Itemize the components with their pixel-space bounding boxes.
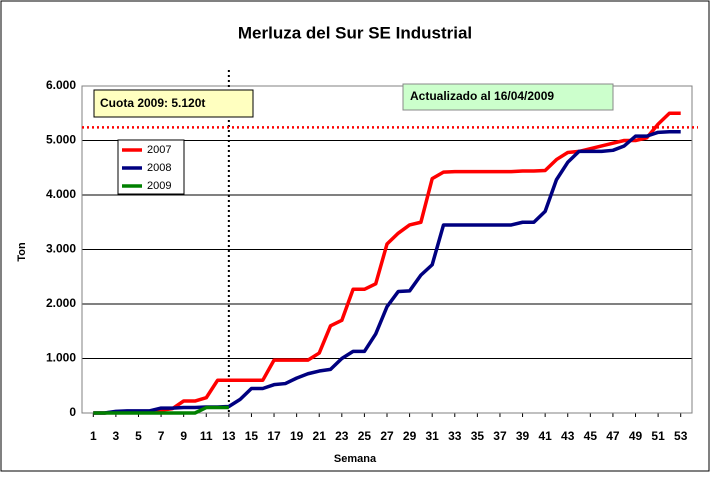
y-tick-label: 2.000 bbox=[46, 296, 76, 310]
x-tick-label: 15 bbox=[245, 429, 259, 443]
x-tick-label: 45 bbox=[584, 429, 598, 443]
y-tick-label: 4.000 bbox=[46, 187, 76, 201]
x-tick-label: 33 bbox=[448, 429, 462, 443]
y-tick-label: 3.000 bbox=[46, 242, 76, 256]
series-line bbox=[93, 405, 229, 415]
x-tick-label: 53 bbox=[674, 429, 688, 443]
chart-title: Merluza del Sur SE Industrial bbox=[238, 23, 472, 42]
legend-label: 2009 bbox=[147, 180, 171, 192]
x-tick-label: 19 bbox=[290, 429, 304, 443]
x-tick-label: 23 bbox=[335, 429, 349, 443]
y-tick-label: 6.000 bbox=[46, 78, 76, 92]
series-line bbox=[93, 130, 681, 415]
x-tick-label: 39 bbox=[516, 429, 530, 443]
x-tick-label: 11 bbox=[200, 429, 213, 443]
x-tick-label: 51 bbox=[651, 429, 665, 443]
x-tick-label: 17 bbox=[267, 429, 281, 443]
x-tick-label: 7 bbox=[158, 429, 165, 443]
x-tick-label: 43 bbox=[561, 429, 575, 443]
plot-border bbox=[81, 85, 693, 414]
legend-label: 2008 bbox=[147, 162, 171, 174]
y-axis-label: Ton bbox=[16, 242, 28, 262]
y-tick-label: 1.000 bbox=[46, 351, 76, 365]
legend-label: 2007 bbox=[147, 144, 171, 156]
x-tick-label: 37 bbox=[493, 429, 507, 443]
x-tick-label: 1 bbox=[90, 429, 97, 443]
x-tick-label: 35 bbox=[471, 429, 485, 443]
x-tick-label: 27 bbox=[380, 429, 394, 443]
annotation-box bbox=[402, 83, 614, 111]
y-tick-label: 0 bbox=[69, 405, 76, 419]
annotation: Actualizado al 16/04/2009 bbox=[410, 89, 554, 103]
x-tick-label: 49 bbox=[629, 429, 643, 443]
x-tick-label: 31 bbox=[426, 429, 440, 443]
annotation: Cuota 2009: 5.120t bbox=[100, 96, 205, 110]
x-tick-label: 9 bbox=[180, 429, 187, 443]
x-tick-label: 29 bbox=[403, 429, 417, 443]
x-tick-label: 21 bbox=[313, 429, 327, 443]
x-tick-label: 47 bbox=[606, 429, 620, 443]
x-tick-label: 3 bbox=[113, 429, 120, 443]
legend: 2007 2008 2009 bbox=[117, 139, 185, 195]
x-tick-label: 13 bbox=[222, 429, 236, 443]
annotation-box bbox=[93, 89, 254, 118]
x-tick-label: 25 bbox=[358, 429, 372, 443]
y-tick-label: 5.000 bbox=[46, 133, 76, 147]
x-tick-label: 5 bbox=[135, 429, 142, 443]
x-axis-label: Semana bbox=[334, 453, 377, 465]
x-tick-label: 41 bbox=[538, 429, 552, 443]
